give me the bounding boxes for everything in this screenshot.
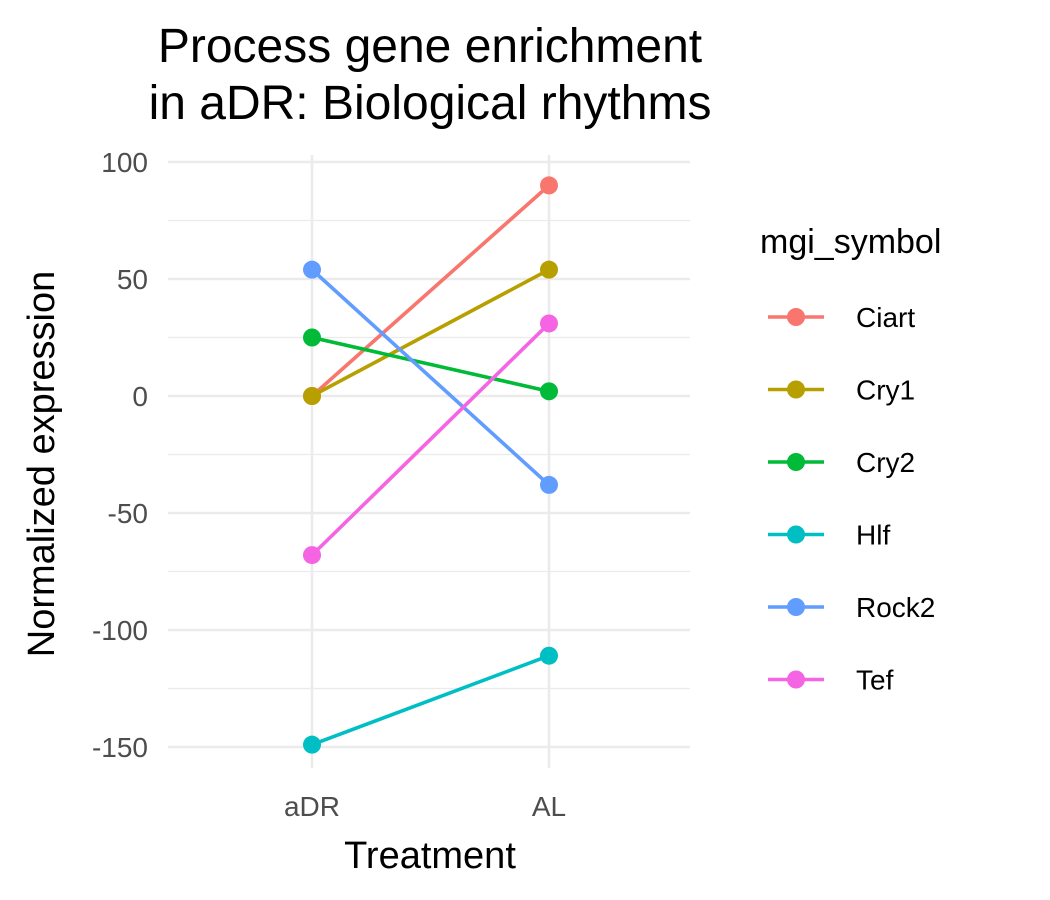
legend-item-cry1: Cry1	[768, 375, 915, 406]
legend-item-hlf: Hlf	[768, 520, 890, 551]
series-line	[310, 268, 551, 487]
series-line	[311, 268, 550, 398]
data-point	[540, 475, 558, 494]
series-layer	[303, 176, 558, 754]
y-tick-label: -50	[108, 498, 148, 529]
legend-item-tef: Tef	[768, 665, 894, 696]
legend-label: Cry2	[856, 447, 915, 478]
series-cry1	[303, 260, 558, 405]
data-point	[303, 387, 321, 405]
legend-key-point	[787, 670, 805, 689]
series-line	[311, 335, 550, 394]
legend-item-ciart: Ciart	[768, 302, 915, 333]
data-point	[303, 328, 321, 347]
legend-label: Hlf	[856, 520, 890, 551]
data-point	[303, 546, 321, 565]
legend-key-point	[787, 598, 805, 616]
series-tef	[303, 314, 558, 565]
y-tick-label: 50	[117, 264, 148, 295]
series-line	[310, 322, 551, 557]
legend-title: mgi_symbol	[760, 223, 941, 261]
grid	[168, 155, 690, 768]
data-point	[303, 735, 321, 754]
y-tick-label: 0	[132, 381, 148, 412]
legend-key-point	[787, 380, 805, 399]
data-point	[540, 314, 558, 333]
x-axis-ticks: aDR AL	[284, 791, 566, 822]
legend-label: Rock2	[856, 592, 935, 623]
x-axis-title: Treatment	[344, 835, 516, 877]
legend-key-point	[787, 525, 805, 544]
legend-label: Ciart	[856, 302, 915, 333]
series-line	[311, 654, 550, 747]
series-rock2	[303, 260, 558, 494]
series-line	[310, 184, 551, 398]
chart-title-line-1: Process gene enrichment	[158, 20, 702, 73]
data-point	[540, 260, 558, 279]
legend-label: Cry1	[856, 375, 915, 406]
y-axis-ticks: 100 50 0 -50 -100 -150	[92, 147, 148, 763]
legend-item-cry2: Cry2	[768, 447, 915, 478]
y-tick-label: -150	[92, 732, 148, 763]
series-cry2	[303, 328, 558, 401]
data-point	[540, 176, 558, 195]
series-hlf	[303, 646, 558, 754]
legend-item-rock2: Rock2	[768, 592, 935, 623]
legend: Ciart Cry1 Cry2 Hlf Rock2 Tef	[768, 302, 935, 696]
y-tick-label: -100	[92, 615, 148, 646]
data-point	[303, 260, 321, 279]
chart-title-line-2: in aDR: Biological rhythms	[149, 77, 712, 130]
data-point	[540, 646, 558, 665]
series-ciart	[303, 176, 558, 405]
legend-key-point	[787, 308, 805, 326]
y-tick-label: 100	[101, 147, 148, 178]
legend-key-point	[787, 453, 805, 471]
x-tick-label: AL	[532, 791, 566, 822]
data-point	[540, 382, 558, 401]
y-axis-title: Normalized expression	[21, 271, 63, 658]
legend-label: Tef	[856, 665, 894, 696]
x-tick-label: aDR	[284, 791, 340, 822]
